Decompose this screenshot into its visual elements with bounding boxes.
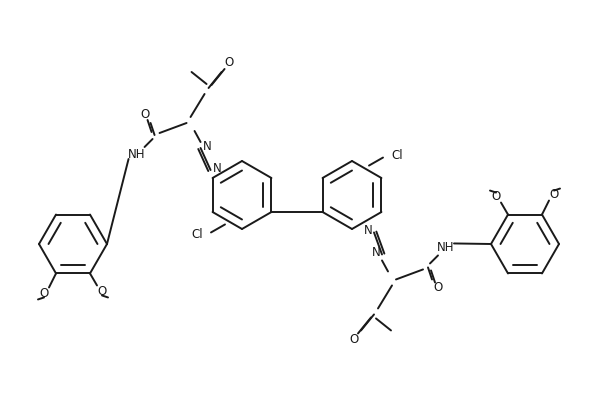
Text: O: O [491, 190, 500, 203]
Text: O: O [549, 188, 559, 201]
Text: N: N [372, 246, 380, 259]
Text: O: O [140, 109, 149, 122]
Text: NH: NH [128, 148, 145, 162]
Text: Cl: Cl [391, 149, 403, 162]
Text: O: O [349, 333, 359, 346]
Text: N: N [203, 139, 212, 152]
Text: N: N [213, 162, 222, 175]
Text: O: O [98, 285, 107, 298]
Text: O: O [224, 57, 233, 70]
Text: O: O [39, 287, 49, 300]
Text: NH: NH [437, 241, 455, 254]
Text: Cl: Cl [192, 228, 203, 241]
Text: O: O [433, 281, 443, 294]
Text: N: N [364, 224, 372, 237]
